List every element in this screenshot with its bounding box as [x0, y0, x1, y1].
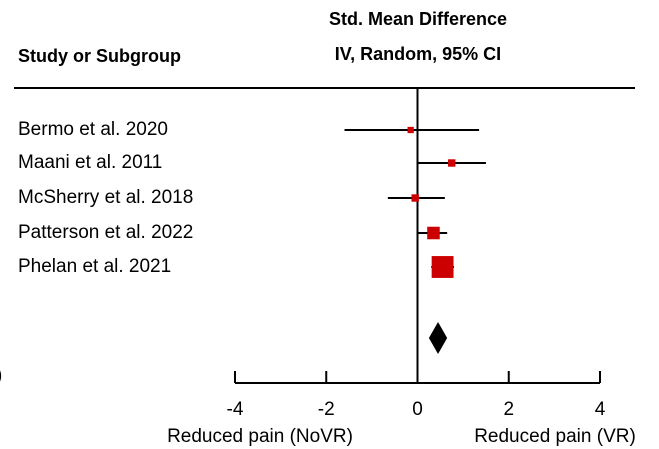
column-header: Study or Subgroup [18, 46, 181, 66]
study-label: Patterson et al. 2022 [18, 222, 193, 243]
chart-subtitle: IV, Random, 95% CI [335, 44, 501, 64]
cut-off-text: ) [0, 365, 2, 386]
point-estimate [411, 194, 419, 202]
x-tick-label: 0 [412, 399, 423, 420]
study-label: Phelan et al. 2021 [18, 256, 171, 277]
point-estimate [407, 126, 414, 134]
point-estimate [448, 159, 456, 167]
x-label-left: Reduced pain (NoVR) [167, 426, 353, 447]
point-estimate [427, 226, 440, 240]
x-tick-label: -2 [318, 399, 335, 420]
chart-title: Std. Mean Difference [329, 9, 507, 29]
x-tick-label: 4 [595, 399, 606, 420]
study-label: Maani et al. 2011 [18, 152, 162, 173]
pooled-diamond [428, 322, 448, 354]
x-tick-label: 2 [503, 399, 514, 420]
x-tick-label: -4 [227, 399, 244, 420]
x-label-right: Reduced pain (VR) [474, 426, 636, 447]
study-label: Bermo et al. 2020 [18, 119, 168, 140]
study-label: McSherry et al. 2018 [18, 187, 193, 208]
point-estimate [431, 256, 454, 278]
